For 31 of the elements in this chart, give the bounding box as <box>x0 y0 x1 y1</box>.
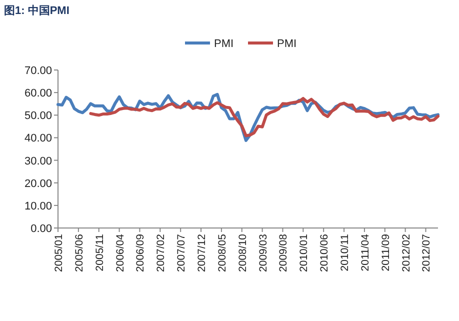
legend-label: PMI <box>214 38 234 50</box>
y-tick-label: 30.00 <box>24 155 52 168</box>
x-tick-label: 2010/06 <box>318 234 331 272</box>
x-tick-label: 2008/10 <box>236 234 249 272</box>
y-tick-label: 40.00 <box>24 132 52 145</box>
y-tick-label: 60.00 <box>24 88 52 100</box>
x-tick-label: 2010/01 <box>298 234 310 272</box>
x-tick-label: 2007/02 <box>155 234 168 272</box>
chart-title: 图1: 中国PMI <box>4 4 70 17</box>
x-tick-label: 2007/12 <box>196 234 208 272</box>
x-tick-label: 2009/03 <box>257 234 270 272</box>
x-tick-label: 2011/09 <box>380 234 392 272</box>
y-tick-label: 0.00 <box>30 223 52 235</box>
y-tick-label: 10.00 <box>24 200 52 212</box>
x-tick-label: 2012/02 <box>400 234 412 272</box>
y-tick-label: 50.00 <box>24 110 52 122</box>
x-tick-label: 2005/06 <box>73 234 86 272</box>
y-tick-label: 70.00 <box>24 65 52 77</box>
x-tick-label: 2012/07 <box>420 234 433 272</box>
x-tick-label: 2006/04 <box>114 234 126 272</box>
x-tick-label: 2006/09 <box>134 234 147 272</box>
x-tick-label: 2005/11 <box>94 234 106 272</box>
x-tick-label: 2005/01 <box>53 234 65 272</box>
x-tick-label: 2010/11 <box>339 234 352 272</box>
x-tick-label: 2008/05 <box>216 234 228 272</box>
x-tick-label: 2007/07 <box>176 234 188 272</box>
y-tick-label: 20.00 <box>24 178 52 190</box>
legend-label: PMI <box>277 38 297 50</box>
line-series <box>89 96 440 138</box>
x-tick-label: 2011/04 <box>359 234 372 272</box>
x-tick-label: 2009/08 <box>278 234 290 272</box>
